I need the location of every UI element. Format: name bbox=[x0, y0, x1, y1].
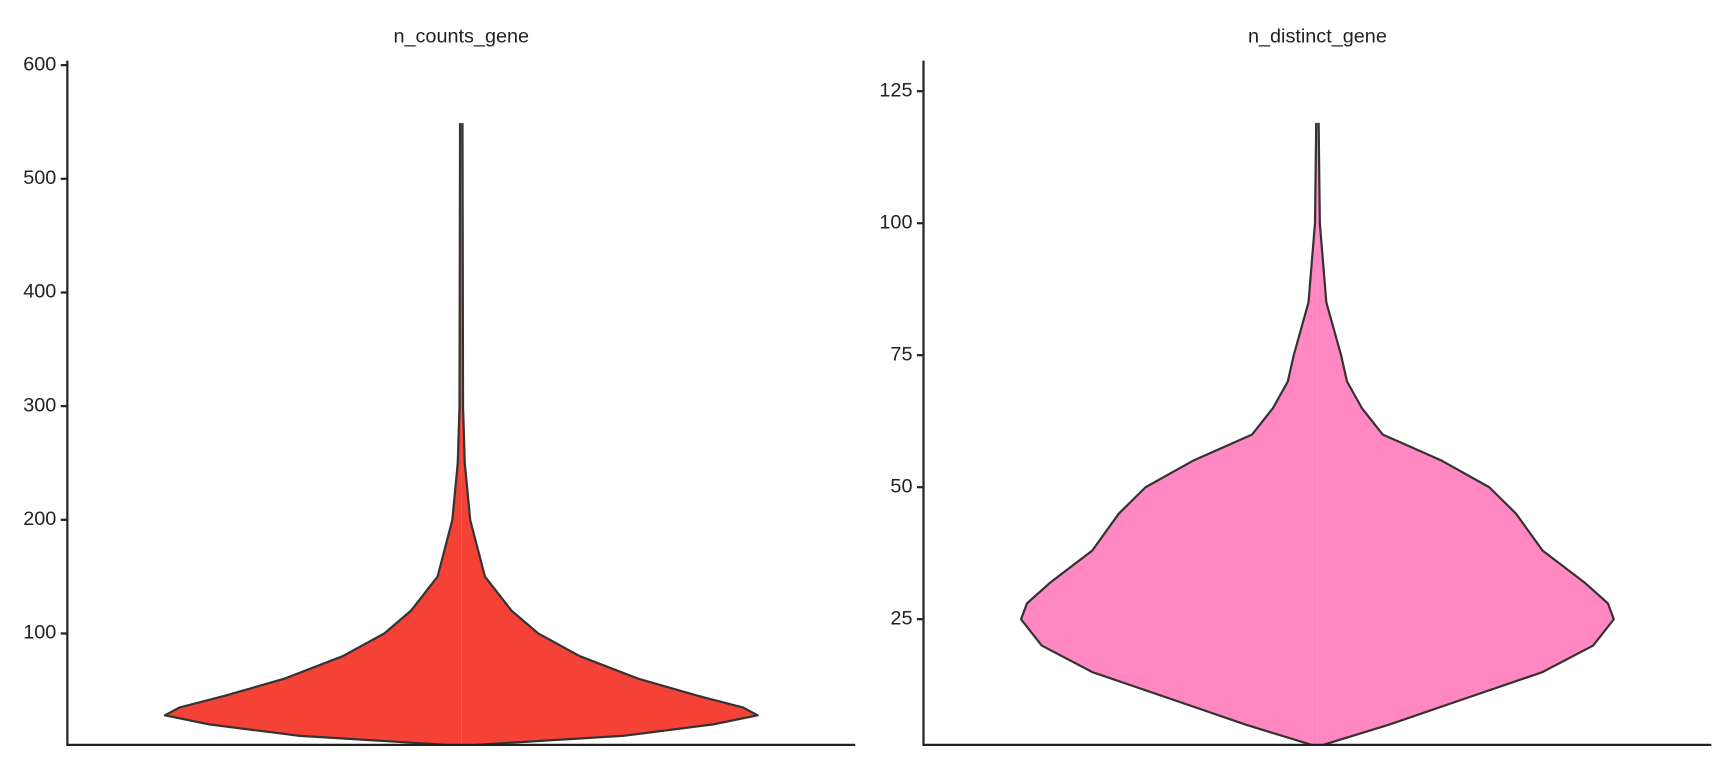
y-tick-label: 300 bbox=[23, 394, 56, 416]
y-tick-label: 25 bbox=[890, 607, 912, 629]
violin-outline bbox=[461, 123, 759, 746]
violin-outline bbox=[1317, 122, 1615, 746]
y-tick-label: 400 bbox=[23, 281, 56, 303]
y-tick-label: 600 bbox=[23, 53, 56, 75]
y-tick-label: 125 bbox=[879, 79, 912, 101]
y-tick-label: 75 bbox=[890, 343, 912, 365]
violin-outline bbox=[163, 123, 462, 746]
y-tick-label: 50 bbox=[890, 475, 912, 497]
violin-fill bbox=[1317, 122, 1614, 745]
violin-fill bbox=[461, 123, 758, 745]
y-tick-label: 200 bbox=[23, 508, 56, 530]
violin-fill bbox=[1021, 122, 1318, 745]
violin-fill bbox=[164, 123, 462, 745]
panel-title: n_distinct_gene bbox=[1248, 26, 1387, 48]
panel-title: n_counts_gene bbox=[393, 26, 529, 48]
y-tick-label: 100 bbox=[879, 211, 912, 233]
y-tick-label: 100 bbox=[23, 622, 56, 644]
violin-outline bbox=[1019, 122, 1318, 746]
y-tick-label: 500 bbox=[23, 167, 56, 189]
